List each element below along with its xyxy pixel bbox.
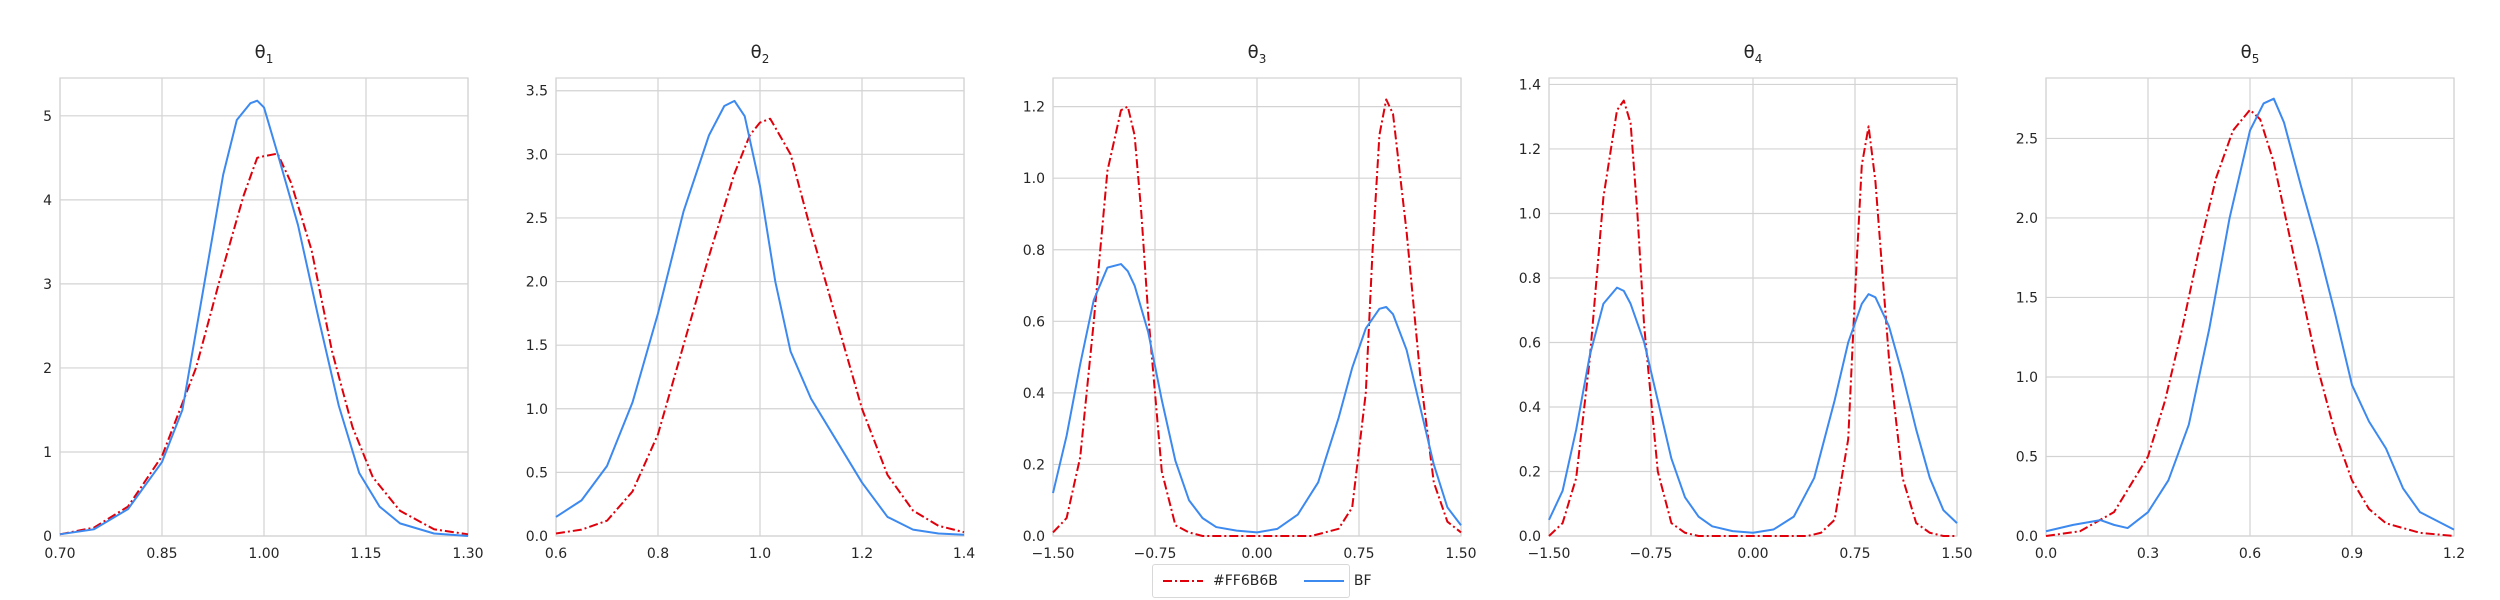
panel-3: −1.50 −0.75 0.00 0.75 1.50 0.0 0.2 0.4 0.6 0.8 1.0…: [1023, 42, 1477, 562]
y-tick-label: 0.0: [2016, 529, 2038, 545]
y-tick-label: 0.2: [1519, 464, 1541, 480]
panel-title: θ3: [1248, 42, 1267, 66]
series-line-2: [1548, 286, 1958, 534]
x-tick-label: 1.50: [1445, 546, 1476, 562]
y-tick-label: 0.5: [2016, 449, 2038, 465]
x-tick-label: 0.85: [146, 546, 177, 562]
series-line-1: [59, 152, 469, 536]
y-tick-label: 0.4: [1023, 386, 1045, 402]
panel-4: −1.50 −0.75 0.00 0.75 1.50 0.0 0.2 0.4 0.6 0.8 1.0…: [1519, 42, 1973, 562]
x-tick-label: −0.75: [1630, 546, 1673, 562]
panel-title-subscript: 4: [1755, 52, 1763, 66]
x-tick-label: −1.50: [1528, 546, 1571, 562]
y-tick-label: 3.0: [526, 147, 548, 163]
legend: #FF6B6B BF: [1152, 564, 1372, 598]
legend-label-series-2: BF: [1353, 573, 1372, 589]
panel-5: 0.0 0.3 0.6 0.9 1.2 0.0 0.5 1.0 1.5 2.0 2.5 θ5: [2016, 42, 2465, 562]
x-tick-label: 0.70: [44, 546, 75, 562]
y-tick-label: 1.2: [1519, 142, 1541, 158]
y-tick-label: 1.2: [1023, 100, 1045, 116]
x-tick-label: 0.3: [2137, 546, 2159, 562]
y-tick-label: 0.0: [1519, 529, 1541, 545]
legend-swatch-series-1: [1163, 580, 1203, 582]
x-tick-label: 1.30: [452, 546, 483, 562]
legend-item-series-1: #FF6B6B: [1163, 573, 1278, 589]
y-tick-label: 1: [43, 445, 52, 461]
panel-title-subscript: 3: [1259, 52, 1267, 66]
y-tick-label: 2.5: [526, 211, 548, 227]
y-tick-label: 3.5: [526, 84, 548, 100]
legend-label-series-1: #FF6B6B: [1213, 573, 1278, 589]
panel-title: θ4: [1744, 42, 1763, 66]
y-tick-label: 2.0: [2016, 211, 2038, 227]
series-line-1: [1052, 98, 1462, 537]
x-tick-label: 1.15: [350, 546, 381, 562]
y-tick-label: 0.8: [1519, 271, 1541, 287]
x-tick-label: 0.00: [1241, 546, 1272, 562]
y-tick-label: 1.0: [1519, 206, 1541, 222]
x-tick-label: 0.75: [1343, 546, 1374, 562]
x-tick-label: 0.75: [1839, 546, 1870, 562]
y-tick-label: 4: [43, 193, 52, 209]
x-tick-label: 1.4: [953, 546, 975, 562]
x-tick-label: −0.75: [1134, 546, 1177, 562]
y-tick-label: 0.6: [1519, 335, 1541, 351]
series-line-1: [555, 117, 965, 535]
panel-title: θ1: [255, 42, 274, 66]
y-tick-label: 1.4: [1519, 77, 1541, 93]
x-tick-label: 1.2: [2443, 546, 2465, 562]
y-tick-label: 0.8: [1023, 243, 1045, 259]
series-line-2: [1052, 263, 1462, 534]
y-tick-label: 0.4: [1519, 400, 1541, 416]
series-line-2: [2045, 97, 2455, 533]
y-tick-label: 2.5: [2016, 131, 2038, 147]
y-tick-label: 0.2: [1023, 457, 1045, 473]
legend-swatch-series-2: [1303, 580, 1344, 582]
panel-title-symbol: θ: [1744, 42, 1755, 63]
x-tick-label: 1.0: [749, 546, 771, 562]
x-tick-label: 0.6: [2239, 546, 2261, 562]
y-tick-label: 5: [43, 109, 52, 125]
y-tick-label: 0: [43, 529, 52, 545]
series-line-1: [1548, 99, 1957, 537]
series-line-2: [59, 99, 469, 537]
y-tick-label: 2: [43, 361, 52, 377]
panel-title: θ2: [751, 42, 770, 66]
x-tick-label: 0.0: [2035, 546, 2057, 562]
y-tick-label: 0.5: [526, 465, 548, 481]
x-tick-label: 1.50: [1941, 546, 1972, 562]
panel-title-symbol: θ: [751, 42, 762, 63]
x-tick-label: −1.50: [1032, 546, 1075, 562]
y-tick-label: 0.6: [1023, 314, 1045, 330]
y-tick-label: 1.0: [1023, 171, 1045, 187]
series-line-2: [555, 99, 965, 536]
panel-title-subscript: 5: [2252, 52, 2260, 66]
y-tick-label: 3: [43, 277, 52, 293]
y-tick-label: 0.0: [1023, 529, 1045, 545]
panel-title: θ5: [2241, 42, 2260, 66]
x-tick-label: 0.00: [1737, 546, 1768, 562]
y-tick-label: 1.5: [2016, 290, 2038, 306]
series-line-1: [2045, 108, 2455, 537]
legend-item-series-2: BF: [1303, 573, 1372, 589]
panel-2: 0.6 0.8 1.0 1.2 1.4 0.0 0.5 1.0 1.5 2.0 2.5 3.0 3.5 θ…: [526, 42, 975, 562]
y-tick-label: 2.0: [526, 275, 548, 291]
panel-title-symbol: θ: [2241, 42, 2252, 63]
x-tick-label: 0.9: [2341, 546, 2363, 562]
x-tick-label: 0.8: [647, 546, 669, 562]
panel-title-symbol: θ: [255, 42, 266, 63]
y-tick-label: 1.0: [526, 402, 548, 418]
y-tick-label: 1.5: [526, 338, 548, 354]
x-tick-label: 1.2: [851, 546, 873, 562]
y-tick-label: 1.0: [2016, 370, 2038, 386]
y-tick-label: 0.0: [526, 529, 548, 545]
x-tick-label: 1.00: [248, 546, 279, 562]
x-tick-label: 0.6: [545, 546, 567, 562]
panel-title-symbol: θ: [1248, 42, 1259, 63]
panel-title-subscript: 2: [762, 52, 770, 66]
panel-title-subscript: 1: [266, 52, 274, 66]
